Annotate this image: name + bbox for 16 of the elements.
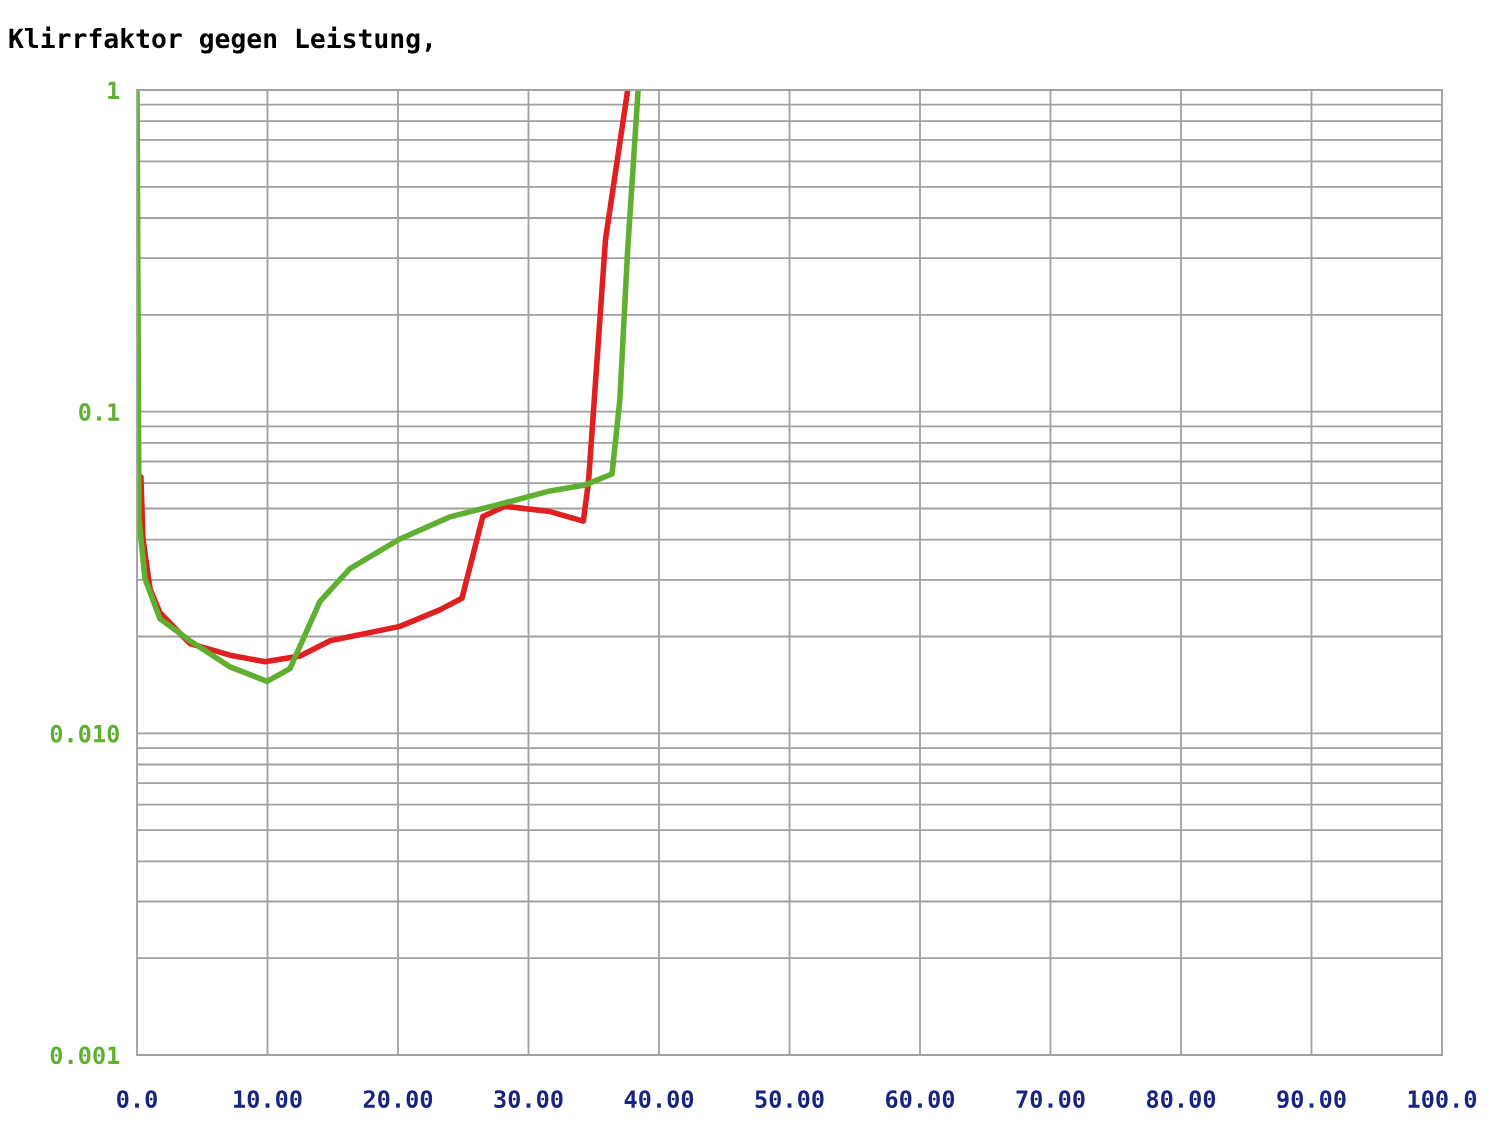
x-tick-label: 100.0 bbox=[1408, 1090, 1477, 1108]
y-tick-label: 0.1 bbox=[79, 403, 120, 421]
x-tick-label: 90.00 bbox=[1277, 1090, 1346, 1109]
y-tick-label: 1 bbox=[108, 81, 120, 99]
x-tick-label: 10.00 bbox=[234, 1090, 302, 1108]
y-tick-label: 0.001 bbox=[50, 1046, 120, 1065]
x-tick-label: 80.00 bbox=[1146, 1090, 1216, 1108]
chart-title: Klirrfaktor gegen Leistung, bbox=[9, 26, 432, 54]
x-tick-label: 50.00 bbox=[755, 1090, 824, 1108]
x-tick-label: 20.00 bbox=[363, 1090, 433, 1108]
x-tick-label: 40.00 bbox=[624, 1090, 694, 1108]
x-tick-label: 60.00 bbox=[885, 1090, 955, 1109]
y-tick-label: 0.010 bbox=[50, 724, 119, 743]
x-tick-label: 30.00 bbox=[494, 1090, 563, 1108]
x-tick-label: 0.0 bbox=[117, 1090, 157, 1108]
x-tick-label: 70.00 bbox=[1016, 1090, 1085, 1108]
